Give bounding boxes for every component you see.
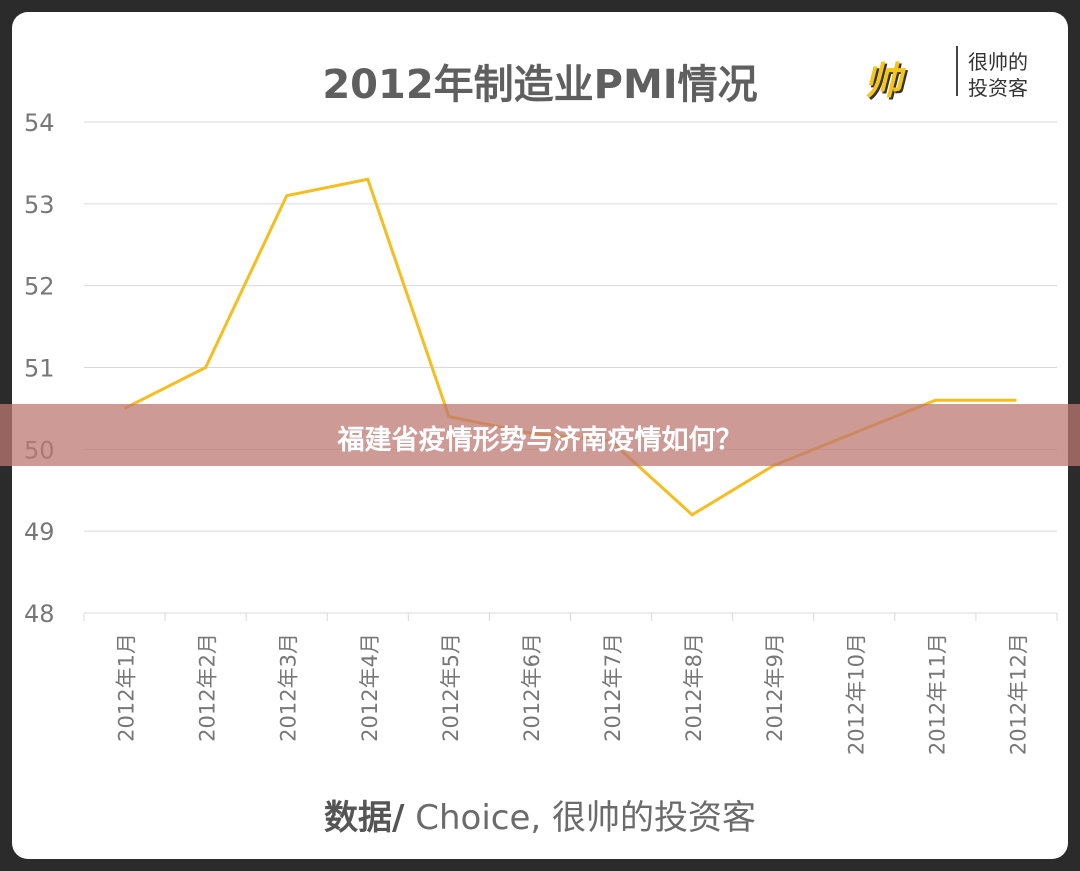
brand-logo: 帅 很帅的 投资客 [864, 42, 1054, 103]
x-tick-label: 2012年6月 [520, 633, 544, 742]
source-label: 数据/ [324, 798, 405, 838]
y-tick-label: 48 [24, 600, 55, 628]
x-tick-label: 2012年12月 [1006, 633, 1030, 755]
y-tick-label: 53 [24, 191, 55, 219]
source-text: Choice, 很帅的投资客 [404, 798, 756, 838]
x-tick-label: 2012年7月 [601, 633, 625, 742]
logo-text-line2: 投资客 [968, 76, 1028, 100]
grid-lines [83, 121, 1058, 621]
chart-title: 2012年制造业PMI情况 [322, 62, 758, 108]
x-axis-ticks: 2012年1月 2012年2月 2012年3月 2012年4月 2012年5月 2012年… [115, 633, 1031, 755]
x-tick-label: 2012年1月 [115, 633, 139, 742]
x-tick-label: 2012年11月 [925, 633, 949, 755]
x-tick-label: 2012年2月 [196, 633, 220, 742]
data-source: 数据/ Choice, 很帅的投资客 [12, 790, 1068, 839]
x-tick-label: 2012年10月 [844, 633, 868, 755]
y-tick-label: 51 [24, 355, 55, 383]
x-tick-label: 2012年4月 [358, 633, 382, 742]
x-tick-label: 2012年5月 [439, 633, 463, 742]
y-tick-label: 52 [24, 273, 55, 301]
logo-text-line1: 很帅的 [968, 50, 1028, 74]
logo-divider [956, 46, 958, 96]
headline-text: 福建省疫情形势与济南疫情如何？ [337, 425, 743, 456]
x-tick-label: 2012年9月 [763, 633, 787, 742]
y-tick-label: 49 [24, 518, 55, 546]
logo-mark-icon: 帅 [864, 59, 903, 103]
headline-banner: 福建省疫情形势与济南疫情如何？ [0, 404, 1080, 466]
x-tick-label: 2012年8月 [682, 633, 706, 742]
y-tick-label: 54 [24, 109, 55, 137]
y-axis-ticks: 48495051525354 [24, 109, 55, 628]
x-tick-label: 2012年3月 [277, 633, 301, 742]
